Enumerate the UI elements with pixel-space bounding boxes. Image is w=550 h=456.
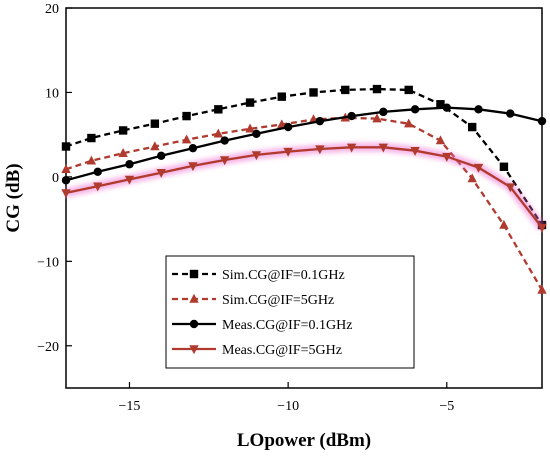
data-point (467, 122, 477, 132)
data-point (277, 92, 286, 101)
series-3 (61, 103, 547, 185)
legend-marker (189, 293, 199, 303)
data-point (505, 183, 515, 193)
y-axis-ticks: −20 −10 0 10 20 (37, 2, 72, 355)
x-tick-label: −10 (277, 399, 299, 414)
data-point (442, 152, 452, 162)
data-point (124, 175, 135, 185)
data-point (213, 128, 224, 138)
data-point (537, 284, 547, 294)
data-point (315, 145, 325, 155)
data-point (379, 107, 388, 117)
data-point (118, 148, 128, 157)
data-point (537, 223, 547, 233)
series-line (65, 106, 543, 182)
legend-label: Meas.CG@IF=5GHz (222, 343, 342, 358)
data-point (118, 126, 128, 135)
data-point (251, 151, 262, 161)
data-point (93, 167, 102, 177)
data-point (435, 135, 446, 145)
legend-label: Sim.CG@IF=5GHz (222, 293, 334, 308)
y-axis-title: CG (dB) (3, 163, 24, 232)
data-point (341, 85, 350, 95)
data-point (499, 162, 509, 171)
data-point (181, 134, 192, 144)
data-point (252, 129, 261, 139)
data-point (410, 147, 420, 156)
legend-entry: Meas.CG@IF=0.1GHz (172, 318, 352, 333)
y-tick-label: 20 (45, 2, 59, 17)
series-2 (61, 112, 547, 294)
data-point (404, 85, 413, 95)
legend-label: Meas.CG@IF=0.1GHz (222, 318, 352, 333)
data-point (220, 136, 229, 145)
x-tick-label: −5 (439, 399, 454, 414)
data-point (157, 151, 166, 160)
data-point (150, 141, 160, 151)
data-point (93, 182, 103, 192)
series-line (65, 146, 543, 229)
data-point (125, 160, 134, 169)
data-point (474, 105, 483, 114)
series-line (65, 116, 543, 291)
data-point (309, 88, 318, 97)
data-point (506, 109, 515, 118)
data-point (436, 100, 445, 109)
data-point (442, 103, 451, 112)
data-point (150, 119, 160, 128)
data-point (61, 189, 71, 199)
data-point (61, 142, 71, 151)
data-point (499, 219, 509, 229)
data-point (347, 111, 356, 121)
data-point (61, 176, 71, 185)
x-tick-label: −15 (119, 399, 141, 414)
data-point (315, 116, 325, 126)
y-tick-label: 10 (45, 86, 59, 101)
plot-area: −15 −10 −5 −20 −10 0 10 20 (37, 2, 547, 414)
data-point (87, 133, 96, 143)
legend-marker (189, 319, 199, 329)
data-point (283, 147, 293, 157)
data-point (182, 111, 191, 121)
data-point (188, 143, 198, 153)
x-axis-ticks: −15 −10 −5 (119, 382, 454, 414)
legend-label: Sim.CG@IF=0.1GHz (222, 268, 345, 283)
data-point (346, 143, 357, 153)
data-point (86, 155, 97, 165)
legend: Sim.CG@IF=0.1GHz Sim.CG@IF=5GHz Meas.CG@IF… (165, 255, 415, 369)
data-point (372, 113, 382, 123)
x-axis-title: LOpower (dBm) (237, 430, 371, 451)
series-line (65, 87, 543, 226)
data-point (214, 105, 223, 114)
data-point (245, 98, 255, 107)
data-point (245, 123, 255, 133)
data-point (188, 162, 198, 172)
y-tick-label: −10 (37, 255, 59, 270)
y-tick-label: −20 (37, 340, 59, 355)
y-tick-label: 0 (52, 171, 59, 186)
data-point (283, 122, 293, 132)
legend-entry: Sim.CG@IF=0.1GHz (172, 268, 345, 283)
data-point (473, 163, 484, 173)
series-4 (61, 142, 547, 233)
data-point (537, 116, 547, 126)
data-point (61, 164, 71, 173)
series-layer (61, 84, 547, 294)
data-point (372, 84, 382, 94)
legend-entry: Sim.CG@IF=5GHz (172, 293, 334, 308)
data-point (378, 143, 389, 153)
legend-marker (189, 269, 199, 279)
legend-entry: Meas.CG@IF=5GHz (172, 343, 342, 358)
series-glow (65, 142, 546, 231)
data-point (156, 168, 166, 178)
data-point (404, 118, 414, 128)
series-1 (61, 84, 547, 230)
data-point (219, 156, 230, 166)
legend-marker (189, 345, 199, 355)
data-point (467, 173, 477, 183)
data-point (410, 105, 420, 114)
